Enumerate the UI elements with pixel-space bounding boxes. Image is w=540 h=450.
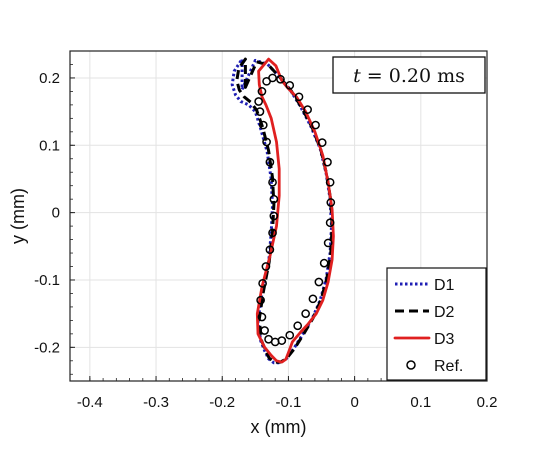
ref-point	[308, 294, 318, 304]
series-layer	[230, 57, 336, 365]
series-line-d1	[230, 57, 333, 365]
ref-point	[257, 87, 267, 96]
legend-marker	[406, 360, 416, 370]
annotation-text: t = 0.20 ms	[353, 65, 465, 87]
ref-point	[319, 258, 329, 268]
legend-box	[386, 267, 487, 381]
ref-point	[314, 277, 324, 287]
ref-point	[323, 157, 332, 167]
ref-point	[262, 137, 271, 147]
legend-label: Ref.	[434, 358, 463, 375]
x-tick-label: 0.1	[410, 394, 431, 411]
ref-point	[285, 80, 295, 90]
ref-point	[265, 245, 275, 255]
y-tick-label: 0	[52, 205, 60, 222]
tick-layer: -0.4 -0.3 -0.2 -0.1 0 0.1 0.2 -0.2 -0.1 0 0.1 0.2	[34, 50, 498, 411]
ref-point	[293, 321, 303, 331]
ref-point	[254, 97, 263, 106]
ref-point	[303, 105, 312, 114]
x-axis-label: x (mm)	[251, 417, 307, 437]
ref-point	[323, 238, 333, 248]
ref-point	[261, 262, 271, 271]
ref-point	[311, 120, 320, 130]
ref-point	[325, 218, 335, 228]
y-axis-label: y (mm)	[8, 188, 28, 244]
annotation-box	[332, 56, 486, 94]
series-line-d2	[235, 57, 334, 364]
series-line-d3	[255, 57, 335, 364]
ref-point	[269, 194, 279, 204]
series-d2	[235, 57, 334, 364]
y-tick-label: 0.2	[39, 70, 60, 87]
ref-point	[258, 120, 268, 130]
ref-point	[301, 309, 310, 319]
ref-point	[325, 177, 335, 187]
x-tick-label: -0.4	[77, 394, 103, 411]
axes-frame	[69, 50, 488, 382]
x-tick-label: 0	[350, 394, 358, 411]
ref-point	[268, 177, 277, 187]
legend-label: D2	[434, 304, 455, 321]
legend: D1 D2 D3 Ref.	[386, 267, 487, 381]
annotation-italic: t	[353, 65, 361, 87]
ref-point	[256, 295, 265, 305]
ref-point	[268, 73, 277, 83]
legend-item: Ref.	[406, 358, 463, 375]
legend-item: D2	[395, 304, 455, 321]
ref-point	[265, 157, 275, 167]
ref-point	[260, 326, 269, 335]
ref-point	[285, 330, 295, 340]
series-ref	[254, 73, 336, 347]
y-tick-label: -0.2	[34, 339, 60, 356]
ref-point	[268, 228, 277, 238]
ref-point	[294, 92, 304, 102]
time-annotation: t = 0.20 ms	[332, 56, 486, 94]
y-tick-label: 0.1	[39, 137, 60, 154]
x-tick-label: -0.3	[143, 394, 169, 411]
ref-point	[317, 138, 327, 147]
series-d3	[255, 57, 335, 364]
ref-point	[276, 74, 285, 84]
series-d1	[230, 57, 333, 365]
legend-label: D3	[434, 331, 455, 348]
annotation-rest: = 0.20 ms	[361, 65, 465, 87]
grid-layer	[70, 51, 488, 381]
legend-label: D1	[434, 277, 455, 294]
ref-point	[255, 107, 265, 116]
x-tick-label: -0.1	[275, 394, 301, 411]
y-tick-label: -0.1	[34, 272, 60, 289]
legend-item: D1	[395, 277, 455, 294]
x-tick-label: 0.2	[477, 394, 498, 411]
ref-point	[257, 312, 267, 322]
ref-point	[258, 278, 267, 288]
x-tick-label: -0.2	[209, 394, 235, 411]
ref-point	[326, 198, 336, 207]
ref-point	[264, 334, 273, 344]
legend-item: D3	[393, 331, 455, 348]
ref-point	[269, 211, 279, 221]
